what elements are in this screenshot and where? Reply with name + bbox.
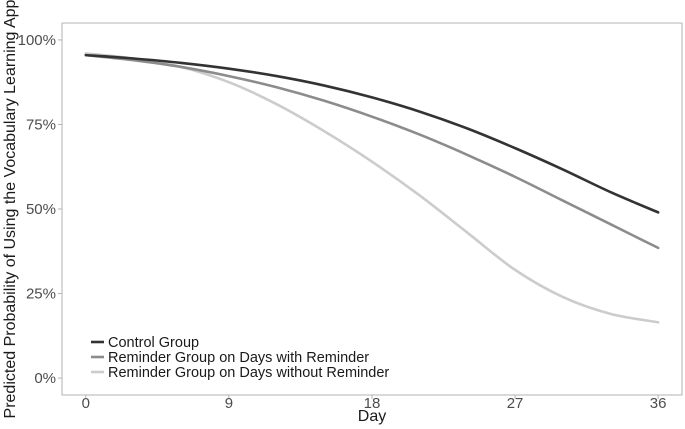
x-tick-label: 36 <box>650 395 667 412</box>
y-tick-label: 100% <box>18 32 56 49</box>
legend-label: Reminder Group on Days with Reminder <box>108 350 369 366</box>
y-tick-label: 0% <box>34 370 56 387</box>
x-tick-label: 18 <box>364 395 381 412</box>
y-tick-label: 75% <box>26 116 56 133</box>
x-tick-label: 9 <box>225 395 233 412</box>
x-axis: 0 9 18 27 36 <box>82 395 667 412</box>
legend-label: Reminder Group on Days without Reminder <box>108 365 389 381</box>
x-axis-title: Day <box>358 408 386 425</box>
y-tick-label: 50% <box>26 201 56 218</box>
y-tick-label: 25% <box>26 286 56 303</box>
x-tick-label: 27 <box>507 395 524 412</box>
x-tick-label: 0 <box>82 395 90 412</box>
series-line-1 <box>84 53 660 214</box>
y-axis: 0% 25% 50% 75% 100% <box>18 32 62 387</box>
legend-label: Control Group <box>108 335 199 351</box>
y-axis-title: Predicted Probability of Using the Vocab… <box>2 0 19 418</box>
series-layer <box>84 52 660 324</box>
series-line-2 <box>84 53 660 250</box>
